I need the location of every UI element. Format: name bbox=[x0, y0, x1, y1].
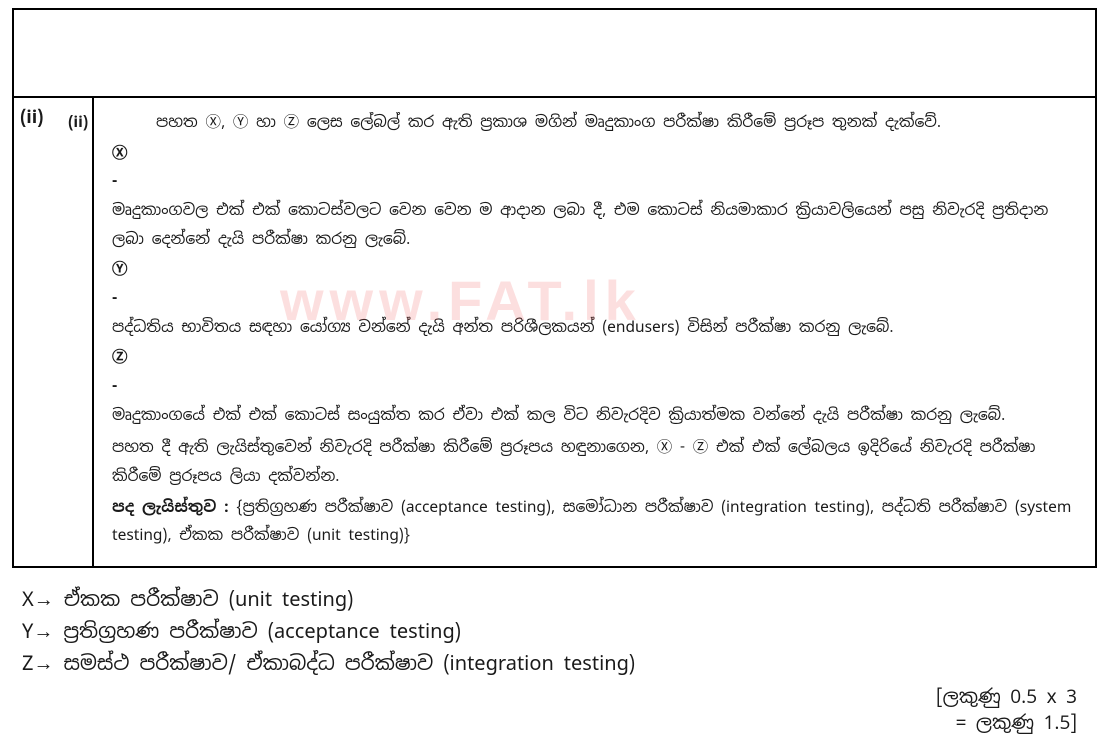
wordlist-label: පද ලැයිස්තුව : bbox=[112, 496, 229, 517]
question-intro-line: (ii)පහත Ⓧ, Ⓨ හා Ⓩ ලෙස ලේබල් කර ඇති ප්‍රක… bbox=[112, 108, 1081, 137]
option-x-text: මෘදුකාංගවල එක් එක් කොටස්වලට වෙන වෙන ම ආද… bbox=[112, 196, 1049, 253]
answer-z: Z→ සමස්ථ පරීක්ෂාව/ ඒකාබද්ධ පරීක්ෂාව (int… bbox=[22, 648, 1087, 679]
header-empty-cell bbox=[14, 10, 1095, 98]
answer-x: X→ ඒකක පරීක්ෂාව (unit testing) bbox=[22, 584, 1087, 615]
option-x-label: Ⓧ - bbox=[112, 139, 140, 196]
marks-block: [ලකුණු 0.5 x 3 = ලකුණු 1.5] bbox=[0, 680, 1109, 735]
option-y-label: Ⓨ - bbox=[112, 255, 140, 312]
document-frame: (ii) (ii)පහත Ⓧ, Ⓨ හා Ⓩ ලෙස ලේබල් කර ඇති … bbox=[12, 8, 1097, 568]
wordlist-row: පද ලැයිස්තුව : {ප්‍රතිග්‍රහණ පරීක්ෂාව (a… bbox=[112, 493, 1081, 550]
option-z-row: Ⓩ - මෘදුකාංගයේ එක් එක් කොටස් සංයුක්ත කර … bbox=[112, 343, 1081, 429]
answers-block: X→ ඒකක පරීක්ෂාව (unit testing) Y→ ප්‍රති… bbox=[0, 576, 1109, 679]
marks-line1: [ලකුණු 0.5 x 3 bbox=[0, 684, 1077, 710]
answer-y: Y→ ප්‍රතිග්‍රහණ පරීක්ෂාව (acceptance tes… bbox=[22, 616, 1087, 647]
intro-text: පහත Ⓧ, Ⓨ හා Ⓩ ලෙස ලේබල් කර ඇති ප්‍රකාශ ම… bbox=[156, 111, 941, 132]
outer-question-number: (ii) bbox=[14, 98, 94, 566]
option-x-row: Ⓧ - මෘදුකාංගවල එක් එක් කොටස්වලට වෙන වෙන … bbox=[112, 139, 1081, 254]
question-body: (ii)පහත Ⓧ, Ⓨ හා Ⓩ ලෙස ලේබල් කර ඇති ප්‍රක… bbox=[94, 98, 1095, 566]
option-z-label: Ⓩ - bbox=[112, 343, 140, 400]
option-y-text: පද්ධතිය භාවිතය සඳහා යෝග්‍ය වන්නේ දැයි අන… bbox=[112, 313, 1049, 342]
marks-line2: = ලකුණු 1.5] bbox=[0, 710, 1077, 735]
wordlist-text: {ප්‍රතිග්‍රහණ පරීක්ෂාව (acceptance testi… bbox=[112, 496, 1071, 546]
option-z-text: මෘදුකාංගයේ එක් එක් කොටස් සංයුක්ත කර ඒවා … bbox=[112, 401, 1049, 430]
option-y-row: Ⓨ - පද්ධතිය භාවිතය සඳහා යෝග්‍ය වන්නේ දැය… bbox=[112, 255, 1081, 341]
inner-question-number: (ii) bbox=[112, 108, 156, 137]
question-block: (ii) (ii)පහත Ⓧ, Ⓨ හා Ⓩ ලෙස ලේබල් කර ඇති … bbox=[14, 98, 1095, 566]
instruction-text: පහත දී ඇති ලැයිස්තුවෙන් නිවැරදි පරීක්ෂා … bbox=[112, 433, 1081, 490]
